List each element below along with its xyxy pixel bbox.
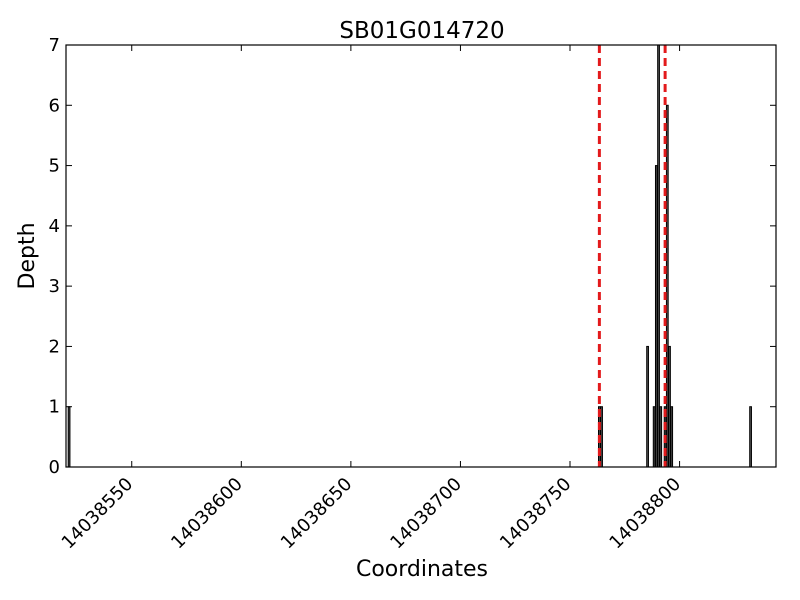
depth-bar-11 [670,406,674,468]
y-tick-label: 4 [49,216,60,237]
bars-layer [67,44,752,468]
x-tick-label: 14038750 [496,474,576,554]
x-tick-label: 14038700 [386,474,466,554]
x-axis: 14038550 14038600 14038650 14038700 14038750… [58,45,685,553]
y-tick-label: 3 [49,276,60,297]
depth-bar-12 [749,406,752,468]
y-tick-label: 7 [49,35,60,56]
depth-bar-6 [657,44,660,468]
y-tick-label: 5 [49,156,60,177]
chart-title: SB01G014720 [339,18,504,44]
reference-lines [597,45,667,467]
depth-bar-10 [668,345,671,468]
depth-bar-3 [646,345,649,468]
depth-bar-4 [652,406,656,468]
y-tick-label: 6 [49,95,60,116]
depth-bar-5 [654,165,658,468]
x-tick-label: 14038550 [58,474,138,554]
depth-bar-7 [659,406,663,468]
x-tick-label: 14038650 [277,474,357,554]
depth-bar-2 [600,406,603,468]
y-axis-label: Depth [15,222,40,289]
y-axis: 0 1 2 3 4 5 6 7 [49,35,776,478]
y-tick-label: 0 [49,457,60,478]
x-axis-label: Coordinates [356,557,488,582]
y-tick-label: 2 [49,336,60,357]
plot-frame [65,44,777,468]
x-tick-label: 14038800 [605,474,685,554]
depth-bar-0 [67,406,71,468]
depth-bar-9 [665,104,669,468]
y-tick-label: 1 [49,397,60,418]
x-tick-label: 14038600 [167,474,247,554]
